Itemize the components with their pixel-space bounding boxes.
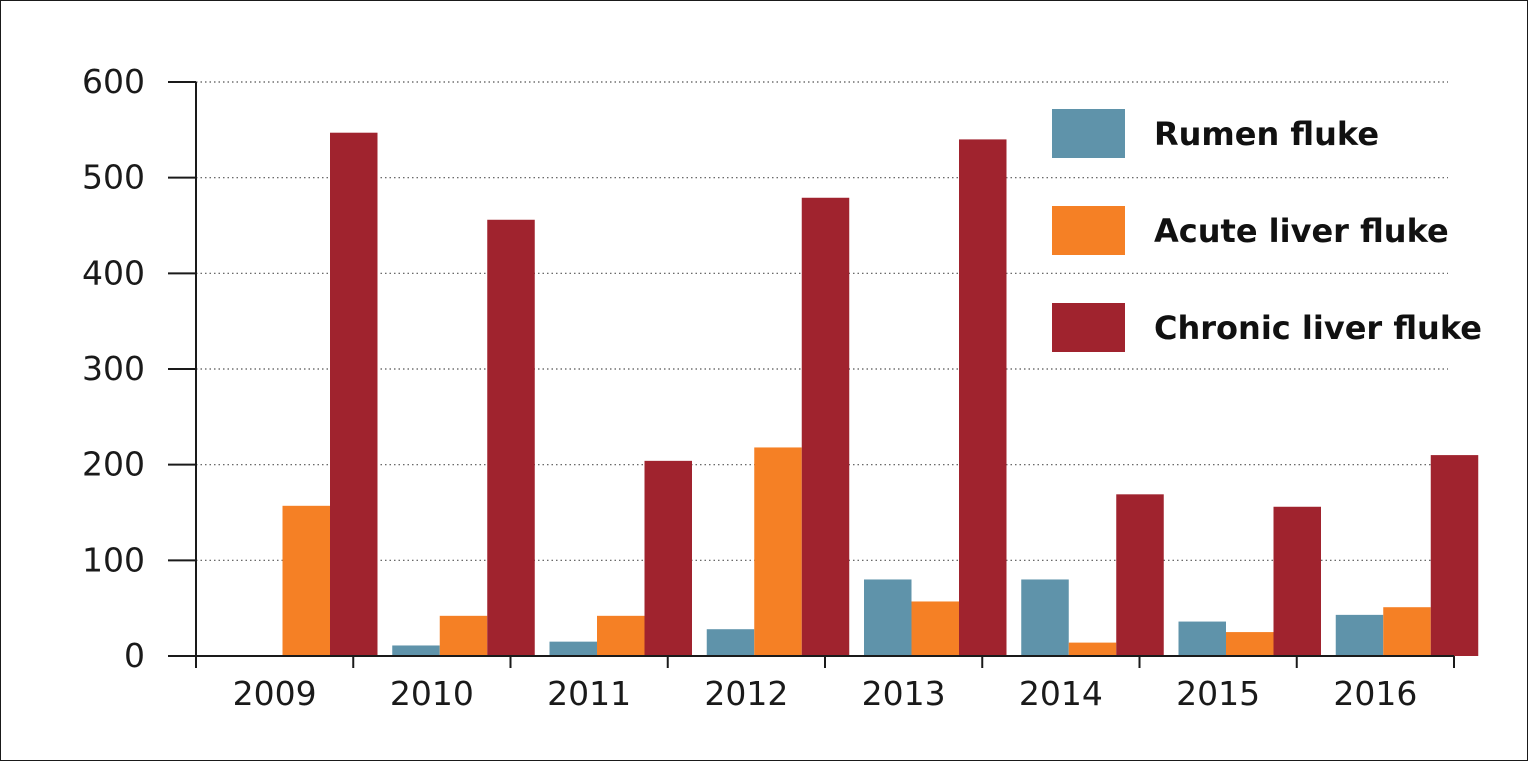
legend-label: Rumen fluke: [1154, 115, 1379, 153]
x-tick-label: 2015: [1176, 674, 1260, 713]
bar-rumen-fluke-2016: [1335, 614, 1384, 656]
x-tick-label: 2013: [862, 674, 946, 713]
y-tick-label: 100: [82, 540, 145, 579]
bar-acute-liver-fluke-2014: [1068, 642, 1117, 656]
x-tick-label: 2014: [1019, 674, 1103, 713]
bar-acute-liver-fluke-2016: [1383, 607, 1431, 656]
bar-chronic-liver-fluke-2016: [1430, 455, 1479, 656]
y-tick-label: 500: [82, 158, 145, 197]
bar-chronic-liver-fluke-2011: [644, 460, 692, 656]
bar-chronic-liver-fluke-2015: [1273, 506, 1321, 656]
bar-acute-liver-fluke-2012: [754, 447, 802, 656]
bar-acute-liver-fluke-2010: [439, 615, 488, 656]
bar-rumen-fluke-2014: [1021, 579, 1069, 656]
legend-label: Chronic liver fluke: [1154, 309, 1482, 347]
bar-acute-liver-fluke-2013: [911, 601, 959, 656]
legend: Rumen fluke Acute liver fluke Chronic live…: [1052, 109, 1482, 352]
x-tick-label: 2011: [547, 674, 631, 713]
bar-chronic-liver-fluke-2009: [330, 132, 378, 656]
bar-rumen-fluke-2011: [549, 641, 597, 656]
bar-acute-liver-fluke-2011: [597, 615, 645, 656]
legend-swatch: [1052, 109, 1125, 158]
bar-chronic-liver-fluke-2012: [801, 197, 850, 657]
x-tick-label: 2012: [704, 674, 788, 713]
bar-acute-liver-fluke-2015: [1226, 632, 1274, 656]
legend-swatch: [1052, 303, 1125, 352]
y-tick-label: 600: [82, 62, 145, 101]
x-tick-label: 2009: [233, 674, 317, 713]
y-tick-label: 400: [82, 253, 145, 292]
y-tick-labels: 0 100 200 300 400 500 600: [82, 62, 145, 675]
bar-acute-liver-fluke-2009: [282, 505, 330, 656]
bars: [282, 132, 1479, 657]
bar-rumen-fluke-2010: [392, 645, 440, 656]
bar-chronic-liver-fluke-2013: [959, 139, 1007, 656]
bar-rumen-fluke-2012: [706, 629, 755, 656]
x-tick-label: 2016: [1333, 674, 1417, 713]
legend-label: Acute liver fluke: [1154, 212, 1449, 250]
bar-chronic-liver-fluke-2010: [487, 219, 535, 656]
y-tick-label: 0: [124, 636, 145, 675]
bar-rumen-fluke-2015: [1178, 621, 1226, 656]
bar-rumen-fluke-2013: [864, 579, 912, 656]
axes: [168, 81, 1455, 668]
x-tick-label: 2010: [390, 674, 474, 713]
y-tick-label: 300: [82, 349, 145, 388]
y-tick-label: 200: [82, 445, 145, 484]
x-tick-labels: 2009 2010 2011 2012 2013 2014 2015 2016: [233, 674, 1418, 713]
bar-chronic-liver-fluke-2014: [1116, 494, 1164, 656]
legend-swatch: [1052, 206, 1125, 255]
